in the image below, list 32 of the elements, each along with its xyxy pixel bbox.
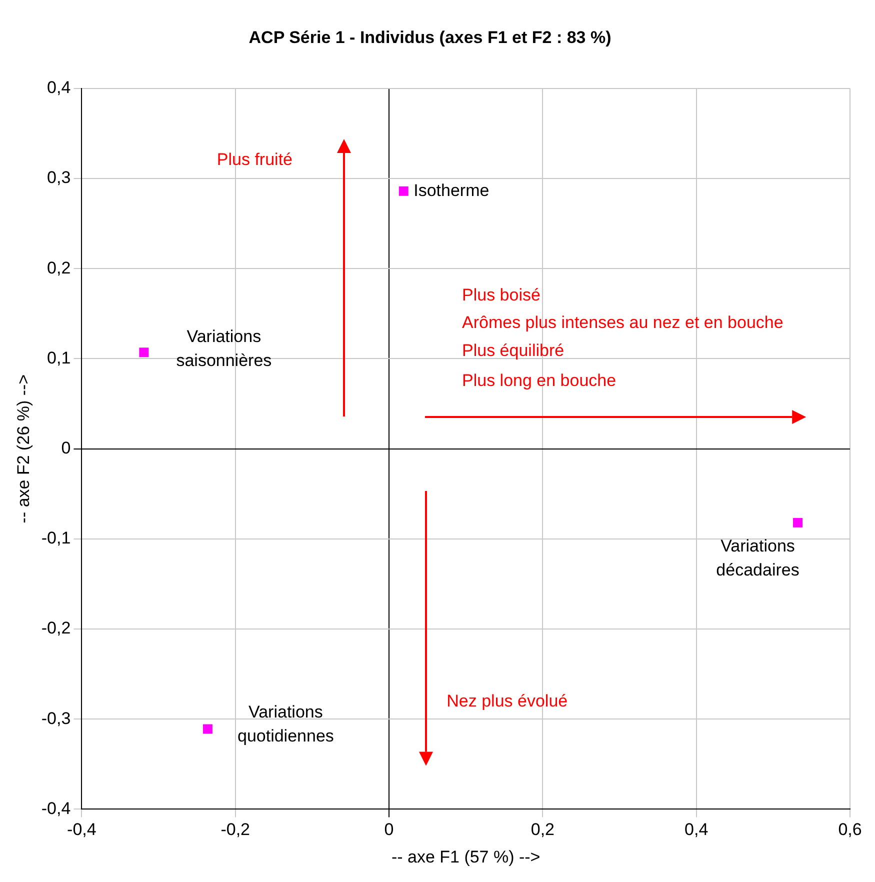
point — [398, 186, 408, 196]
annotation: Variations saisonnières — [176, 327, 272, 370]
x-tick-label: 0,2 — [530, 820, 554, 840]
annotation: Arômes plus intenses au nez et en bouche — [462, 313, 784, 332]
x-tick-label: -0,4 — [67, 820, 96, 840]
y-tick-label: 0,1 — [47, 348, 71, 368]
annotation: Variations décadaires — [716, 536, 800, 580]
y-axis-title: -- axe F2 (26 %) --> — [14, 374, 33, 524]
point — [793, 518, 802, 528]
y-tick-label: 0,2 — [47, 258, 71, 278]
annotation: Plus fruité — [216, 150, 293, 170]
point — [202, 724, 212, 734]
y-tick-label: -0,2 — [41, 618, 71, 638]
y-tick-label: 0,4 — [47, 78, 71, 98]
annotation: Nez plus évolué — [446, 692, 568, 711]
y-tick-label: 0 — [61, 438, 71, 458]
x-axis-title: -- axe F1 (57 %) --> — [391, 847, 540, 866]
annotation: Plus long en bouche — [462, 370, 616, 390]
x-tick-label: 0,4 — [684, 820, 708, 840]
point — [139, 348, 149, 358]
chart-title: ACP Série 1 - Individus (axes F1 et F2 : 83 %) — [248, 28, 612, 47]
annotation: Plus équilibré — [462, 341, 564, 360]
annotation: Plus boisé — [462, 285, 540, 304]
annotation: Variations quotidiennes — [237, 702, 334, 746]
y-tick-label: -0,3 — [41, 708, 71, 728]
x-tick-label: 0,6 — [838, 820, 862, 840]
x-tick-label: 0 — [384, 820, 394, 840]
x-tick-label: -0,2 — [220, 820, 250, 840]
y-tick-label: 0,3 — [47, 168, 71, 188]
y-tick-label: -0,4 — [41, 798, 71, 818]
y-tick-label: -0,1 — [41, 528, 71, 548]
annotation: Isotherme — [414, 180, 490, 200]
